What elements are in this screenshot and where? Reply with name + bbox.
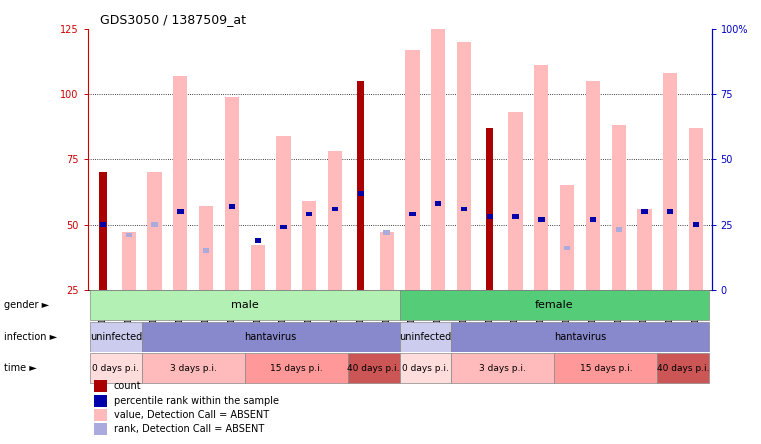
Bar xyxy=(457,42,471,290)
Bar xyxy=(689,128,703,290)
Bar xyxy=(538,217,545,222)
Bar xyxy=(431,29,445,290)
Bar xyxy=(90,290,400,321)
Bar xyxy=(203,248,209,253)
Bar xyxy=(564,246,570,250)
Bar xyxy=(142,353,245,383)
Bar xyxy=(451,353,554,383)
Bar xyxy=(250,246,265,290)
Bar xyxy=(400,353,451,383)
Text: 40 days p.i.: 40 days p.i. xyxy=(348,364,400,373)
Bar xyxy=(122,232,136,290)
Bar xyxy=(486,128,493,290)
Bar xyxy=(94,395,107,407)
Bar xyxy=(126,233,132,237)
Bar xyxy=(658,353,709,383)
Bar xyxy=(663,73,677,290)
Text: uninfected: uninfected xyxy=(90,332,142,342)
Bar xyxy=(276,136,291,290)
Bar xyxy=(512,214,519,219)
Text: 0 days p.i.: 0 days p.i. xyxy=(402,364,449,373)
Bar xyxy=(358,191,364,195)
Bar xyxy=(199,206,213,290)
Bar xyxy=(638,209,651,290)
Bar xyxy=(174,76,187,290)
Text: GDS3050 / 1387509_at: GDS3050 / 1387509_at xyxy=(100,13,246,26)
Bar xyxy=(90,322,142,352)
Text: time ►: time ► xyxy=(4,363,37,373)
Bar xyxy=(616,227,622,232)
Bar xyxy=(451,322,709,352)
Bar xyxy=(94,424,107,435)
Bar xyxy=(461,206,467,211)
Text: hantavirus: hantavirus xyxy=(554,332,607,342)
Bar xyxy=(148,172,161,290)
Bar xyxy=(508,112,523,290)
Text: male: male xyxy=(231,301,259,310)
Text: uninfected: uninfected xyxy=(400,332,451,342)
Text: percentile rank within the sample: percentile rank within the sample xyxy=(113,396,279,406)
Bar xyxy=(406,50,419,290)
Bar xyxy=(280,225,287,230)
Text: 40 days p.i.: 40 days p.i. xyxy=(657,364,709,373)
Text: female: female xyxy=(535,301,574,310)
Bar xyxy=(693,222,699,227)
Bar xyxy=(254,238,261,242)
Bar xyxy=(245,353,348,383)
Bar xyxy=(435,201,441,206)
Bar xyxy=(358,81,365,290)
Bar xyxy=(486,214,493,219)
Bar xyxy=(560,186,575,290)
Bar xyxy=(306,212,313,216)
Bar xyxy=(142,322,400,352)
Text: 3 days p.i.: 3 days p.i. xyxy=(170,364,217,373)
Bar xyxy=(100,172,107,290)
Bar xyxy=(384,230,390,235)
Text: count: count xyxy=(113,381,142,391)
Bar xyxy=(586,81,600,290)
Text: hantavirus: hantavirus xyxy=(244,332,297,342)
Bar xyxy=(380,232,393,290)
Bar xyxy=(348,353,400,383)
Text: value, Detection Call = ABSENT: value, Detection Call = ABSENT xyxy=(113,410,269,420)
Text: infection ►: infection ► xyxy=(4,332,57,342)
Text: 3 days p.i.: 3 days p.i. xyxy=(479,364,526,373)
Bar xyxy=(224,97,239,290)
Bar xyxy=(229,204,235,209)
Bar xyxy=(177,209,183,214)
Text: 15 days p.i.: 15 days p.i. xyxy=(270,364,323,373)
Text: rank, Detection Call = ABSENT: rank, Detection Call = ABSENT xyxy=(113,424,264,434)
Text: 15 days p.i.: 15 days p.i. xyxy=(579,364,632,373)
Bar xyxy=(400,290,709,321)
Bar xyxy=(328,151,342,290)
Bar xyxy=(612,125,626,290)
Bar xyxy=(94,409,107,421)
Text: 0 days p.i.: 0 days p.i. xyxy=(92,364,139,373)
Text: gender ►: gender ► xyxy=(4,301,49,310)
Bar xyxy=(667,209,673,214)
Bar xyxy=(151,222,158,227)
Bar xyxy=(90,353,142,383)
Bar xyxy=(409,212,416,216)
Bar xyxy=(302,201,317,290)
Bar xyxy=(94,381,107,392)
Bar xyxy=(590,217,596,222)
Bar xyxy=(534,65,549,290)
Bar xyxy=(100,222,107,227)
Bar xyxy=(554,353,658,383)
Bar xyxy=(400,322,451,352)
Bar xyxy=(642,209,648,214)
Bar xyxy=(332,206,338,211)
